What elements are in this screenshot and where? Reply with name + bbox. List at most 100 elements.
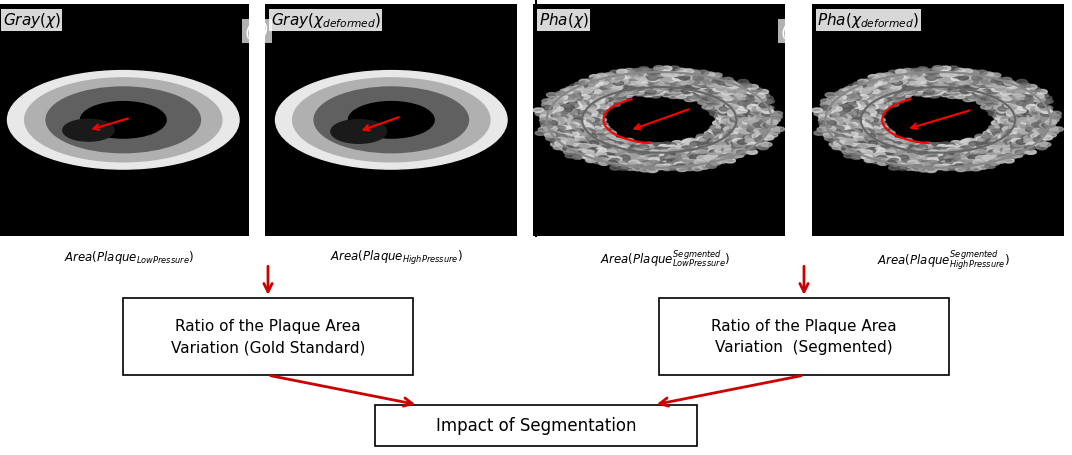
- Circle shape: [967, 155, 978, 159]
- Circle shape: [649, 154, 659, 159]
- Circle shape: [659, 77, 670, 82]
- Circle shape: [937, 87, 948, 91]
- Circle shape: [873, 132, 883, 137]
- Circle shape: [768, 121, 778, 126]
- Circle shape: [912, 84, 923, 89]
- Circle shape: [581, 90, 592, 94]
- Circle shape: [946, 145, 956, 150]
- Circle shape: [651, 143, 661, 148]
- Circle shape: [754, 116, 764, 120]
- Circle shape: [862, 155, 873, 160]
- Circle shape: [1006, 110, 1016, 115]
- Circle shape: [869, 93, 880, 98]
- Circle shape: [1026, 128, 1037, 133]
- Circle shape: [910, 69, 921, 74]
- Circle shape: [710, 143, 720, 147]
- Circle shape: [708, 159, 718, 163]
- Circle shape: [1004, 137, 1015, 142]
- Circle shape: [862, 126, 873, 131]
- Circle shape: [596, 112, 607, 116]
- Circle shape: [877, 107, 888, 112]
- Circle shape: [891, 81, 902, 86]
- Circle shape: [1022, 145, 1032, 150]
- Circle shape: [989, 93, 1000, 97]
- Circle shape: [610, 96, 621, 100]
- Circle shape: [695, 94, 705, 99]
- Circle shape: [583, 155, 594, 159]
- Circle shape: [933, 91, 943, 95]
- Circle shape: [881, 79, 892, 84]
- Circle shape: [971, 84, 982, 88]
- Circle shape: [835, 129, 846, 134]
- Circle shape: [946, 160, 956, 164]
- Circle shape: [710, 140, 720, 145]
- Circle shape: [844, 95, 854, 99]
- Circle shape: [750, 131, 761, 136]
- Circle shape: [724, 97, 734, 101]
- Circle shape: [889, 96, 899, 100]
- Circle shape: [862, 109, 873, 113]
- Circle shape: [865, 115, 876, 119]
- Circle shape: [556, 118, 567, 123]
- Circle shape: [718, 103, 729, 108]
- Circle shape: [1026, 106, 1037, 110]
- Circle shape: [906, 75, 917, 79]
- Text: $Area(Plaque^{Segmented}_{HighPressure})$: $Area(Plaque^{Segmented}_{HighPressure})…: [877, 248, 1010, 271]
- Circle shape: [988, 101, 999, 106]
- Circle shape: [947, 72, 957, 77]
- Circle shape: [860, 96, 870, 101]
- Circle shape: [610, 145, 621, 149]
- Circle shape: [976, 140, 986, 144]
- Circle shape: [624, 91, 635, 96]
- Circle shape: [584, 100, 595, 104]
- Circle shape: [873, 100, 883, 104]
- Circle shape: [1016, 101, 1027, 106]
- Circle shape: [725, 106, 735, 111]
- Circle shape: [25, 79, 222, 162]
- Circle shape: [1026, 86, 1037, 90]
- Circle shape: [867, 115, 878, 119]
- Circle shape: [654, 74, 665, 79]
- Circle shape: [704, 79, 715, 84]
- Circle shape: [680, 75, 690, 79]
- Circle shape: [561, 116, 571, 121]
- Circle shape: [649, 156, 659, 160]
- Circle shape: [879, 94, 890, 99]
- Circle shape: [647, 166, 658, 171]
- Circle shape: [579, 106, 590, 111]
- Circle shape: [1033, 123, 1044, 128]
- Circle shape: [658, 145, 669, 150]
- Circle shape: [1003, 130, 1014, 135]
- Circle shape: [714, 128, 725, 133]
- Circle shape: [748, 99, 759, 104]
- Circle shape: [568, 111, 579, 116]
- Circle shape: [821, 109, 832, 114]
- Circle shape: [682, 93, 693, 98]
- Circle shape: [708, 91, 718, 95]
- Circle shape: [688, 145, 699, 149]
- Circle shape: [859, 148, 869, 153]
- Circle shape: [946, 74, 956, 78]
- Circle shape: [611, 147, 622, 152]
- Circle shape: [699, 77, 710, 82]
- Circle shape: [867, 118, 878, 123]
- Circle shape: [662, 147, 673, 152]
- Circle shape: [665, 154, 675, 159]
- Circle shape: [698, 71, 709, 76]
- Circle shape: [1015, 109, 1026, 114]
- Circle shape: [634, 92, 644, 97]
- Circle shape: [1026, 96, 1037, 101]
- Circle shape: [714, 102, 725, 106]
- Circle shape: [938, 77, 949, 82]
- Circle shape: [598, 75, 609, 80]
- Circle shape: [669, 165, 680, 170]
- Circle shape: [673, 75, 684, 79]
- Circle shape: [747, 151, 758, 155]
- Circle shape: [992, 125, 1002, 129]
- Circle shape: [592, 86, 602, 91]
- Circle shape: [843, 106, 853, 111]
- Circle shape: [689, 81, 700, 85]
- Circle shape: [702, 96, 713, 101]
- Circle shape: [842, 116, 852, 121]
- Circle shape: [907, 153, 918, 157]
